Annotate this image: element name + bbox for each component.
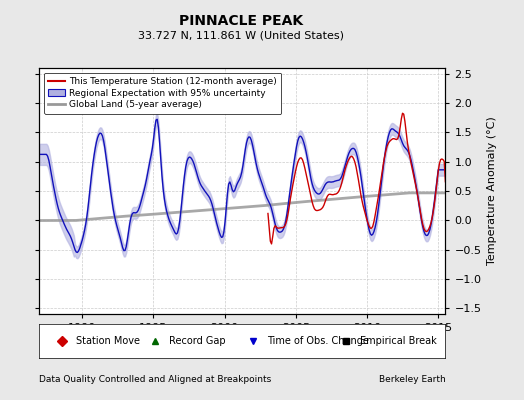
Y-axis label: Temperature Anomaly (°C): Temperature Anomaly (°C) [487, 117, 497, 265]
Text: Data Quality Controlled and Aligned at Breakpoints: Data Quality Controlled and Aligned at B… [39, 375, 271, 384]
Text: Record Gap: Record Gap [169, 336, 226, 346]
Text: PINNACLE PEAK: PINNACLE PEAK [179, 14, 303, 28]
Legend: This Temperature Station (12-month average), Regional Expectation with 95% uncer: This Temperature Station (12-month avera… [44, 72, 281, 114]
Text: 33.727 N, 111.861 W (United States): 33.727 N, 111.861 W (United States) [138, 30, 344, 40]
Text: Berkeley Earth: Berkeley Earth [379, 375, 445, 384]
Text: Time of Obs. Change: Time of Obs. Change [267, 336, 368, 346]
Text: Station Move: Station Move [76, 336, 140, 346]
Text: Empirical Break: Empirical Break [360, 336, 437, 346]
